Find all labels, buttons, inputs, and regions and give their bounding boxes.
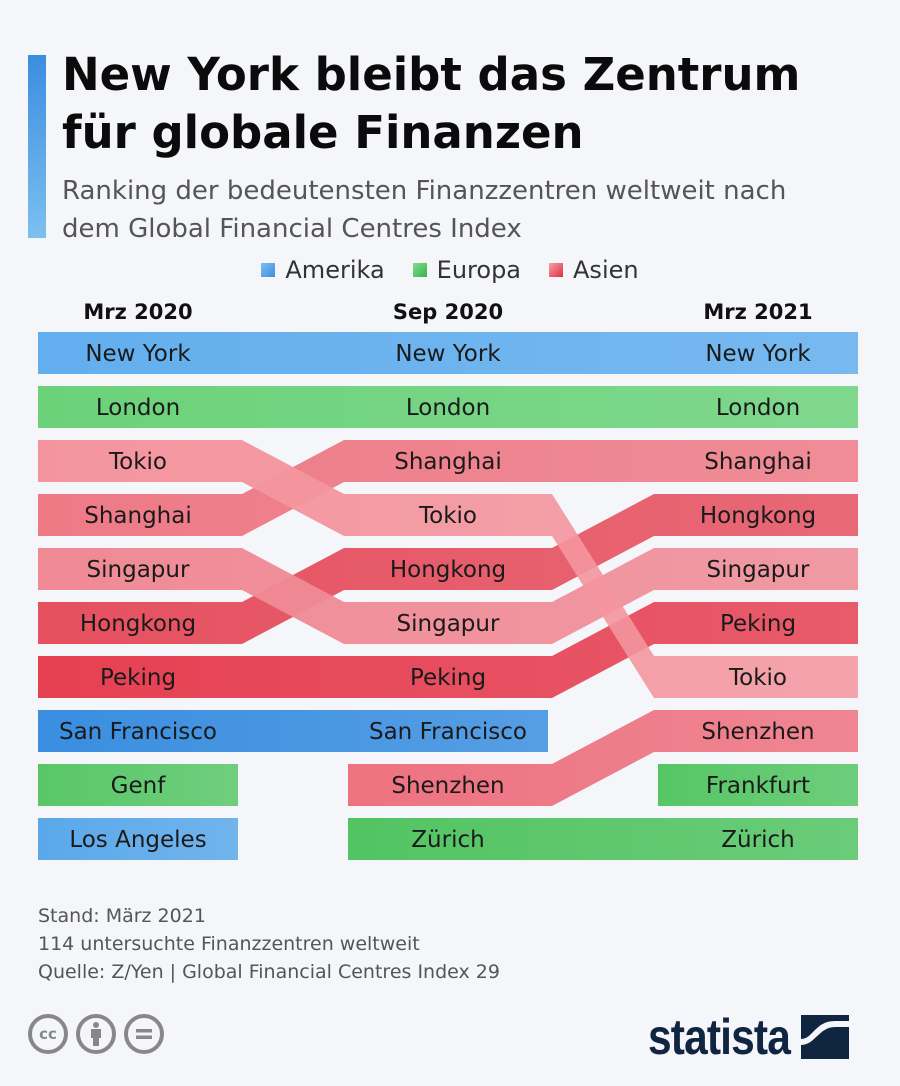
band-frankfurt [658,764,858,806]
footer-count: 114 untersuchte Finanzzentren weltweit [38,933,420,955]
logo-text: statista [648,1009,791,1065]
period-header: Mrz 2021 [703,300,812,324]
city-label: Hongkong [700,503,816,529]
cc-icon: cc [28,1014,68,1054]
city-label: Shenzhen [391,773,504,799]
city-label: New York [395,341,501,367]
city-label: Singapur [707,557,810,583]
subtitle-line-2: dem Global Financial Centres Index [62,214,522,244]
city-label: London [716,395,800,421]
legend-swatch [549,263,564,277]
ranking-chart: Mrz 2020 Sep 2020 Mrz 2021 New York London To… [38,300,858,860]
band-sanfrancisco [38,710,548,752]
legend-label: Europa [436,256,522,284]
city-label: Singapur [397,611,500,637]
band-shanghai [38,440,858,536]
footer: Stand: März 2021 114 untersuchte Finanzz… [38,902,500,986]
band-shenzhen [348,710,858,806]
city-label: New York [85,341,191,367]
title-line-2: für globale Finanzen [62,106,584,159]
city-label: Hongkong [390,557,506,583]
band-hongkong [38,494,858,644]
statista-logo[interactable]: statista [648,1008,850,1066]
band-tokio [38,440,858,698]
city-label: Singapur [87,557,190,583]
period-header: Mrz 2020 [83,300,192,324]
band-genf [38,764,238,806]
legend-item-amerika: Amerika [261,256,385,284]
city-label: Peking [410,665,486,691]
legend-label: Asien [573,256,639,284]
city-label: Peking [100,665,176,691]
city-label: Hongkong [80,611,196,637]
band-peking [38,602,858,698]
city-label: Shanghai [704,449,812,475]
city-label: London [406,395,490,421]
legend-item-europa: Europa [412,256,522,284]
band-london [38,386,858,428]
legend-item-asien: Asien [549,256,639,284]
attribution-icon [76,1014,116,1054]
subtitle-line-1: Ranking der bedeutensten Finanzzentren w… [62,176,787,206]
license-icons[interactable]: cc [28,1014,164,1054]
legend-swatch [261,263,276,277]
band-newyork [38,332,858,374]
band-zrich [348,818,858,860]
city-label: San Francisco [59,719,217,745]
title-accent-bar [28,55,46,238]
page-title: New York bleibt das Zentrum für globale … [62,46,882,162]
city-label: Tokio [418,503,477,529]
no-derivatives-icon [124,1014,164,1054]
city-label: San Francisco [369,719,527,745]
footer-stand: Stand: März 2021 [38,905,206,927]
city-label: Genf [111,773,167,799]
subtitle: Ranking der bedeutensten Finanzzentren w… [62,172,882,248]
city-label: Los Angeles [69,827,206,853]
legend-swatch [412,263,427,277]
city-label: London [96,395,180,421]
city-label: Zürich [721,827,794,853]
city-label: New York [705,341,811,367]
city-label: Peking [720,611,796,637]
city-label: Shanghai [394,449,502,475]
statista-logo-icon [801,1015,850,1059]
footer-source: Quelle: Z/Yen | Global Financial Centres… [38,961,500,983]
city-label: Shenzhen [701,719,814,745]
legend-label: Amerika [285,256,385,284]
band-singapur [38,548,858,644]
title-line-1: New York bleibt das Zentrum [62,48,801,101]
period-header: Sep 2020 [393,300,503,324]
city-label: Shanghai [84,503,192,529]
city-label: Tokio [728,665,787,691]
city-label: Tokio [108,449,167,475]
legend: Amerika Europa Asien [0,256,900,284]
city-label: Frankfurt [706,773,810,799]
city-label: Zürich [411,827,484,853]
band-losangeles [38,818,238,860]
